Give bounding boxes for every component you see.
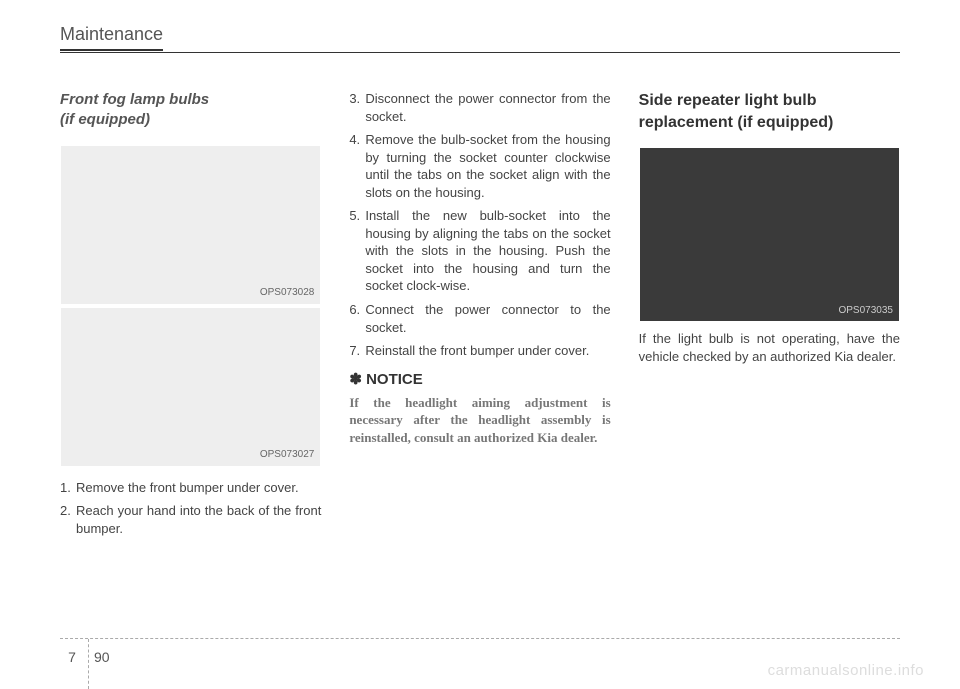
- step-number: 7.: [349, 342, 365, 360]
- step-item: 6. Connect the power connector to the so…: [349, 301, 610, 336]
- header-rule: [60, 52, 900, 53]
- step-text: Disconnect the power connector from the …: [365, 90, 610, 125]
- step-item: 5. Install the new bulb-socket into the …: [349, 207, 610, 295]
- step-text: Reinstall the front bumper under cover.: [365, 342, 610, 360]
- figure-1-caption: OPS073028: [260, 286, 315, 300]
- figure-1: OPS073028: [60, 145, 321, 305]
- col1-heading: Front fog lamp bulbs (if equipped): [60, 90, 321, 131]
- step-text: Install the new bulb-socket into the hou…: [365, 207, 610, 295]
- notice-heading: ✽ NOTICE: [349, 370, 610, 390]
- page-number-value: 90: [84, 649, 110, 665]
- figure-2-caption: OPS073027: [260, 448, 315, 462]
- column-1: Front fog lamp bulbs (if equipped) OPS07…: [60, 90, 321, 543]
- column-3: Side repeater light bulb replacement (if…: [639, 90, 900, 543]
- step-number: 2.: [60, 502, 76, 537]
- col1-heading-line1: Front fog lamp bulbs (if equipped): [60, 91, 209, 128]
- step-item: 1. Remove the front bumper under cover.: [60, 479, 321, 497]
- content-columns: Front fog lamp bulbs (if equipped) OPS07…: [60, 90, 900, 543]
- figure-3: OPS073035: [639, 147, 900, 322]
- step-text: Remove the bulb-socket from the housing …: [365, 131, 610, 201]
- section-title: Maintenance: [60, 24, 163, 51]
- step-number: 1.: [60, 479, 76, 497]
- step-item: 4. Remove the bulb-socket from the housi…: [349, 131, 610, 201]
- col3-heading: Side repeater light bulb replacement (if…: [639, 90, 900, 133]
- col3-paragraph: If the light bulb is not operating, have…: [639, 330, 900, 365]
- step-number: 3.: [349, 90, 365, 125]
- figure-2: OPS073027: [60, 307, 321, 467]
- step-number: 6.: [349, 301, 365, 336]
- column-2: 3. Disconnect the power connector from t…: [349, 90, 610, 543]
- footer-rule: [60, 638, 900, 639]
- step-item: 2. Reach your hand into the back of the …: [60, 502, 321, 537]
- chapter-number: 7: [60, 649, 84, 665]
- step-item: 3. Disconnect the power connector from t…: [349, 90, 610, 125]
- step-text: Connect the power connector to the socke…: [365, 301, 610, 336]
- step-text: Reach your hand into the back of the fro…: [76, 502, 321, 537]
- step-text: Remove the front bumper under cover.: [76, 479, 321, 497]
- step-item: 7. Reinstall the front bumper under cove…: [349, 342, 610, 360]
- figure-3-caption: OPS073035: [838, 304, 893, 318]
- watermark: carmanualsonline.info: [768, 662, 924, 679]
- page-number: 7 90: [60, 649, 110, 665]
- step-number: 5.: [349, 207, 365, 295]
- step-number: 4.: [349, 131, 365, 201]
- notice-body: If the headlight aiming adjustment is ne…: [349, 394, 610, 447]
